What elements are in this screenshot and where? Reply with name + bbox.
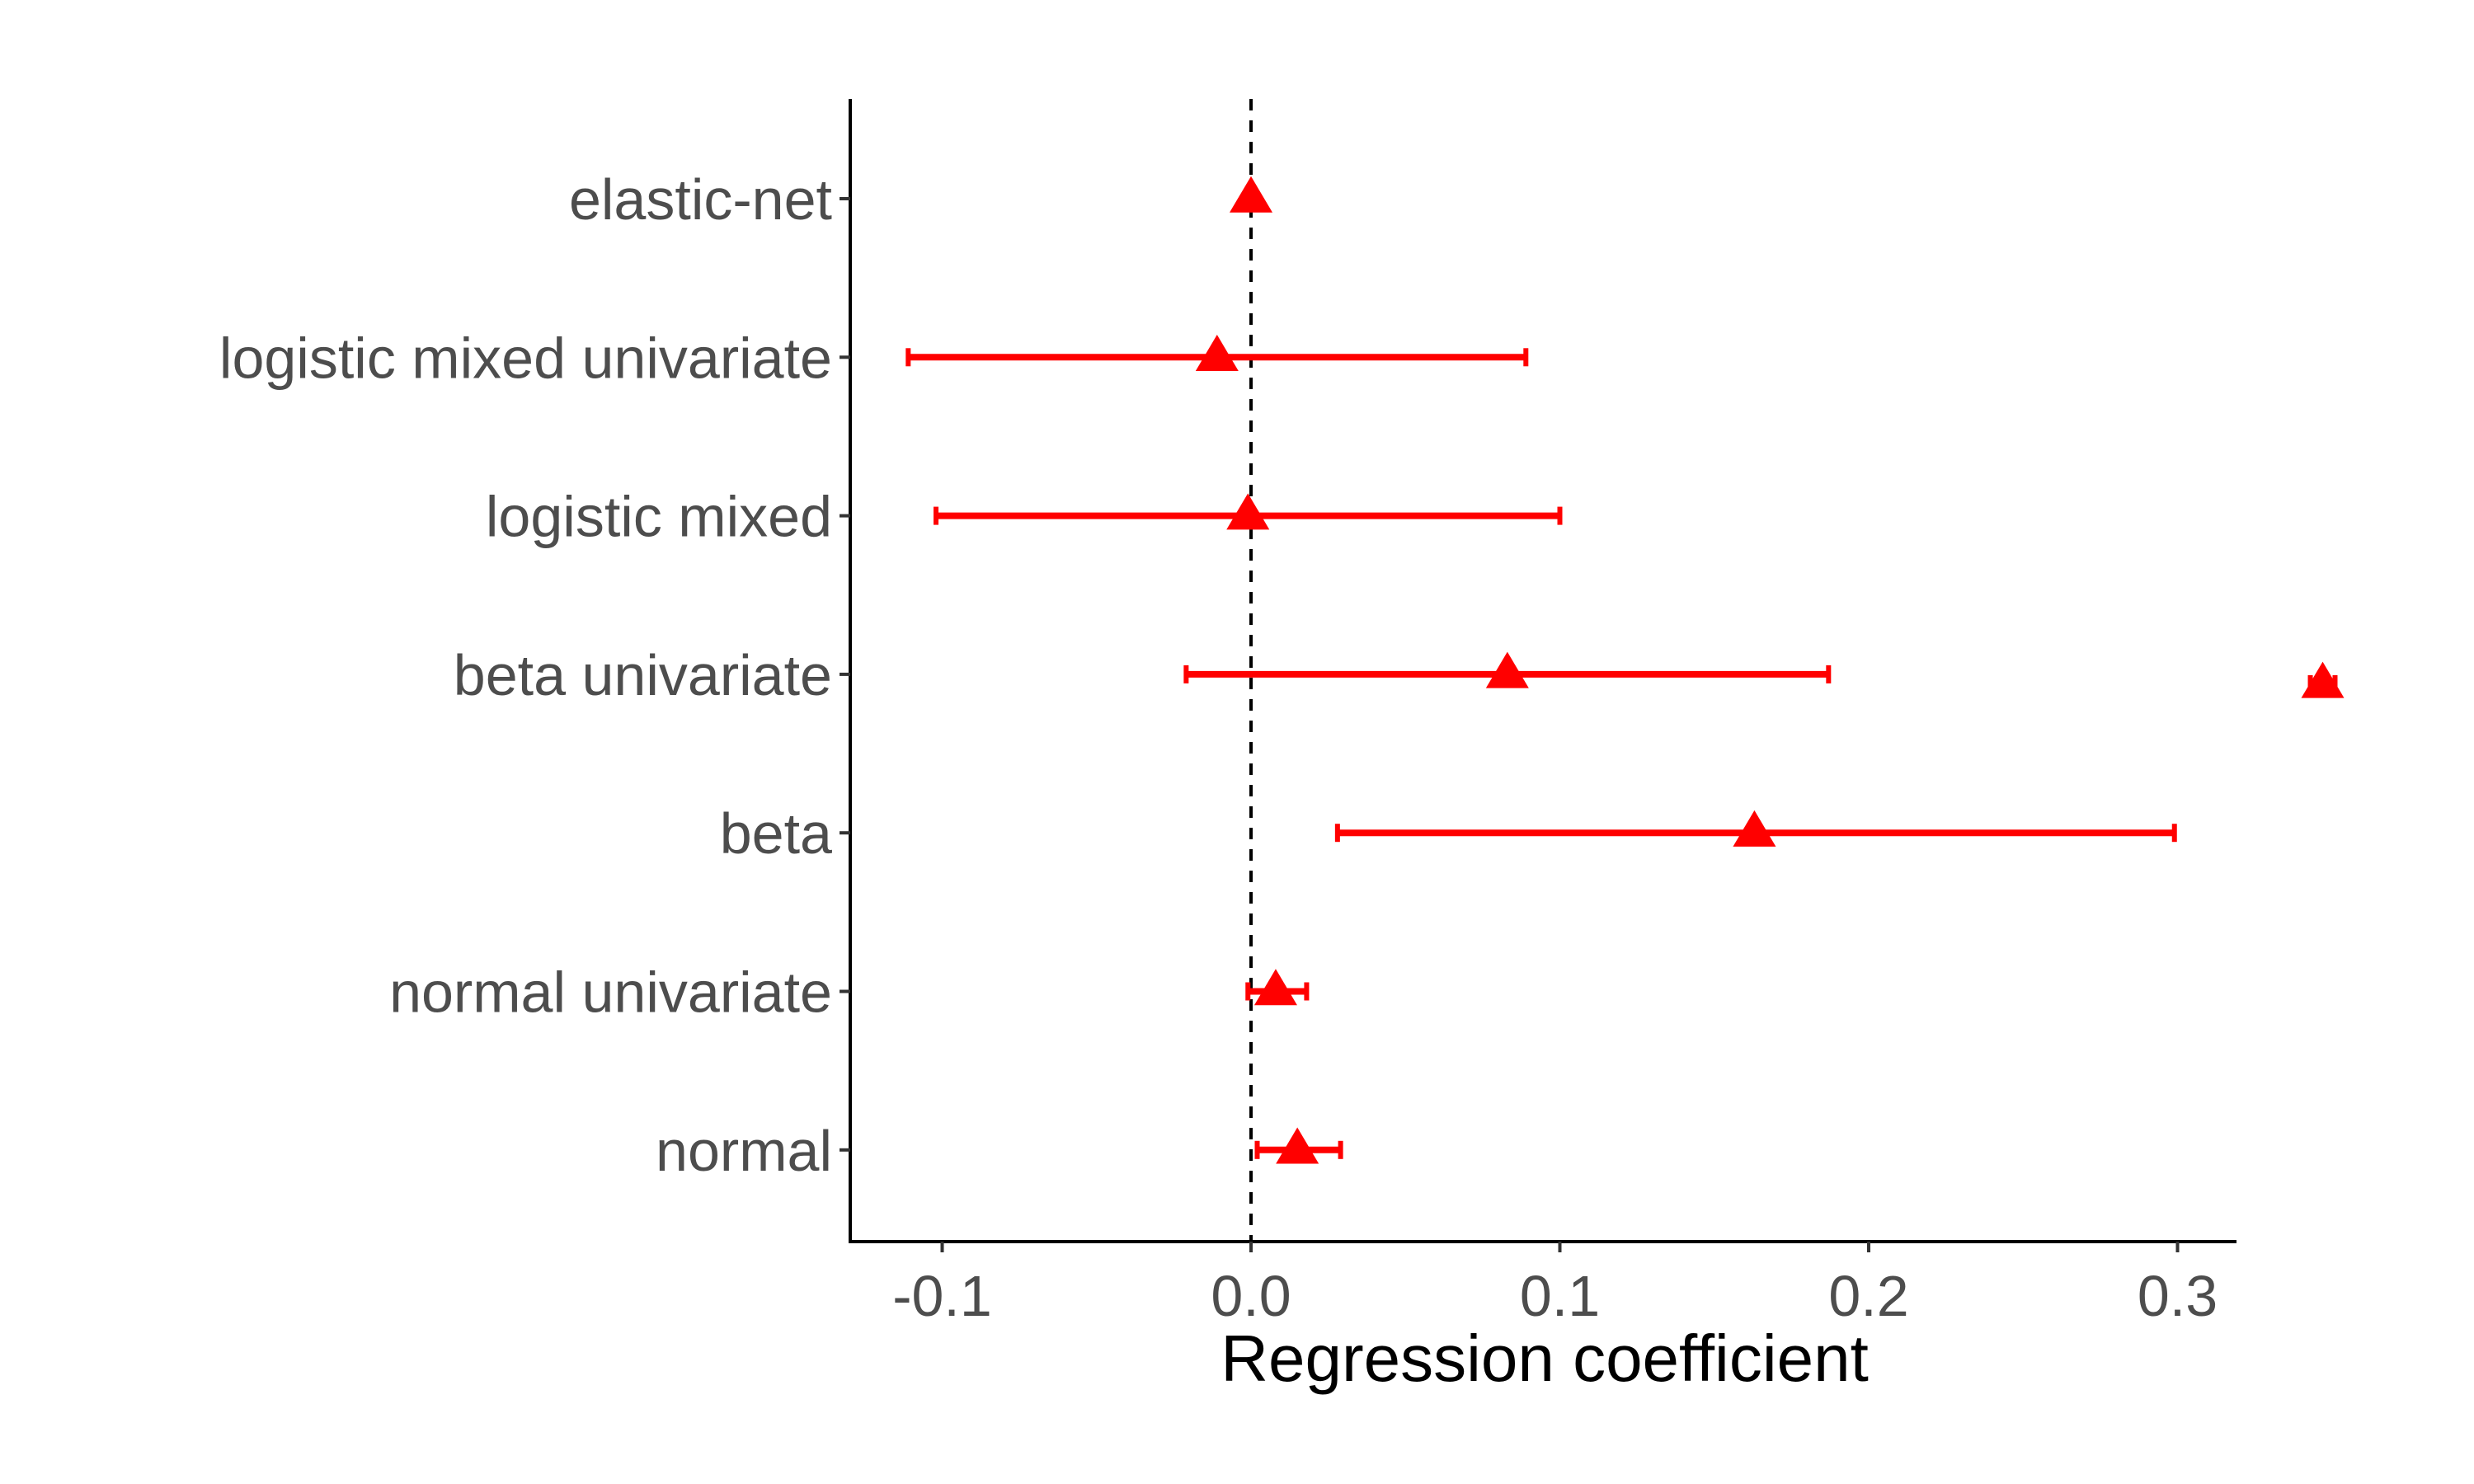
point-estimate-normal [1276, 1127, 1319, 1164]
x-tick-label: 0.1 [1520, 1264, 1600, 1328]
x-axis-ticks: -0.1 0.0 0.1 0.2 0.3 [892, 1242, 2218, 1328]
y-tick-label: elastic-net [569, 167, 832, 232]
point-estimate-normal-univariate [1253, 969, 1297, 1006]
axes [849, 99, 2236, 1243]
y-tick-label: normal [656, 1119, 832, 1183]
error-bars [905, 348, 2338, 1159]
point-estimate-logistic-mixed [1226, 493, 1270, 530]
point-estimate-beta-univariate-outlier [2301, 661, 2345, 698]
x-axis-title: Regression coefficient [1221, 1322, 1869, 1395]
y-axis-ticks: elastic-net logistic mixed univariate logi… [219, 167, 850, 1183]
point-estimate-beta [1733, 810, 1776, 847]
point-estimate-beta-univariate [1485, 651, 1529, 688]
y-tick-label: normal univariate [389, 960, 832, 1025]
y-tick-label: beta univariate [454, 643, 832, 707]
x-tick-label: 0.3 [2138, 1264, 2218, 1328]
x-tick-label: -0.1 [892, 1264, 992, 1328]
point-estimates [1195, 176, 2345, 1164]
point-estimate-logistic-mixed-univariate [1195, 335, 1239, 372]
y-tick-label: beta [720, 801, 832, 866]
point-estimate-elastic-net [1230, 176, 1272, 213]
y-tick-label: logistic mixed [486, 485, 832, 549]
x-tick-label: 0.0 [1211, 1264, 1291, 1328]
x-tick-label: 0.2 [1828, 1264, 1908, 1328]
y-tick-label: logistic mixed univariate [219, 326, 832, 390]
